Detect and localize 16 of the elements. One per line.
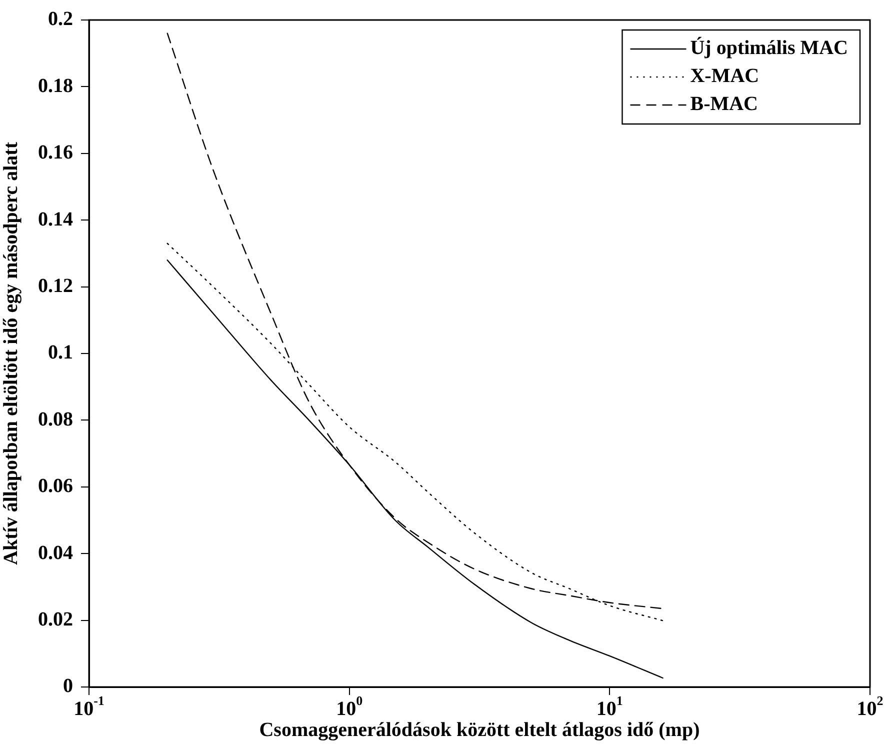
y-tick-label: 0.08 xyxy=(38,408,73,430)
legend-label: B-MAC xyxy=(690,93,758,116)
y-tick-label: 0.2 xyxy=(48,8,73,30)
y-tick-label: 0.16 xyxy=(38,142,73,164)
x-axis-title: Csomaggenerálódások között eltelt átlagos idő (mp) xyxy=(259,719,700,742)
y-tick-label: 0.02 xyxy=(38,608,73,630)
y-tick-label: 0.04 xyxy=(38,542,73,564)
y-axis-title: Aktív állapotban eltöltött idő egy másodperc alatt xyxy=(0,142,22,565)
y-tick-label: 0.14 xyxy=(38,208,73,230)
y-tick-label: 0.18 xyxy=(38,74,73,97)
y-tick-label: 0.06 xyxy=(38,475,73,498)
y-tick-label: 0 xyxy=(63,675,73,698)
legend-label: Új optimális MAC xyxy=(690,36,848,60)
legend-label: X-MAC xyxy=(690,65,760,88)
y-tick-label: 0.12 xyxy=(38,274,73,297)
y-tick-label: 0.1 xyxy=(48,342,73,364)
